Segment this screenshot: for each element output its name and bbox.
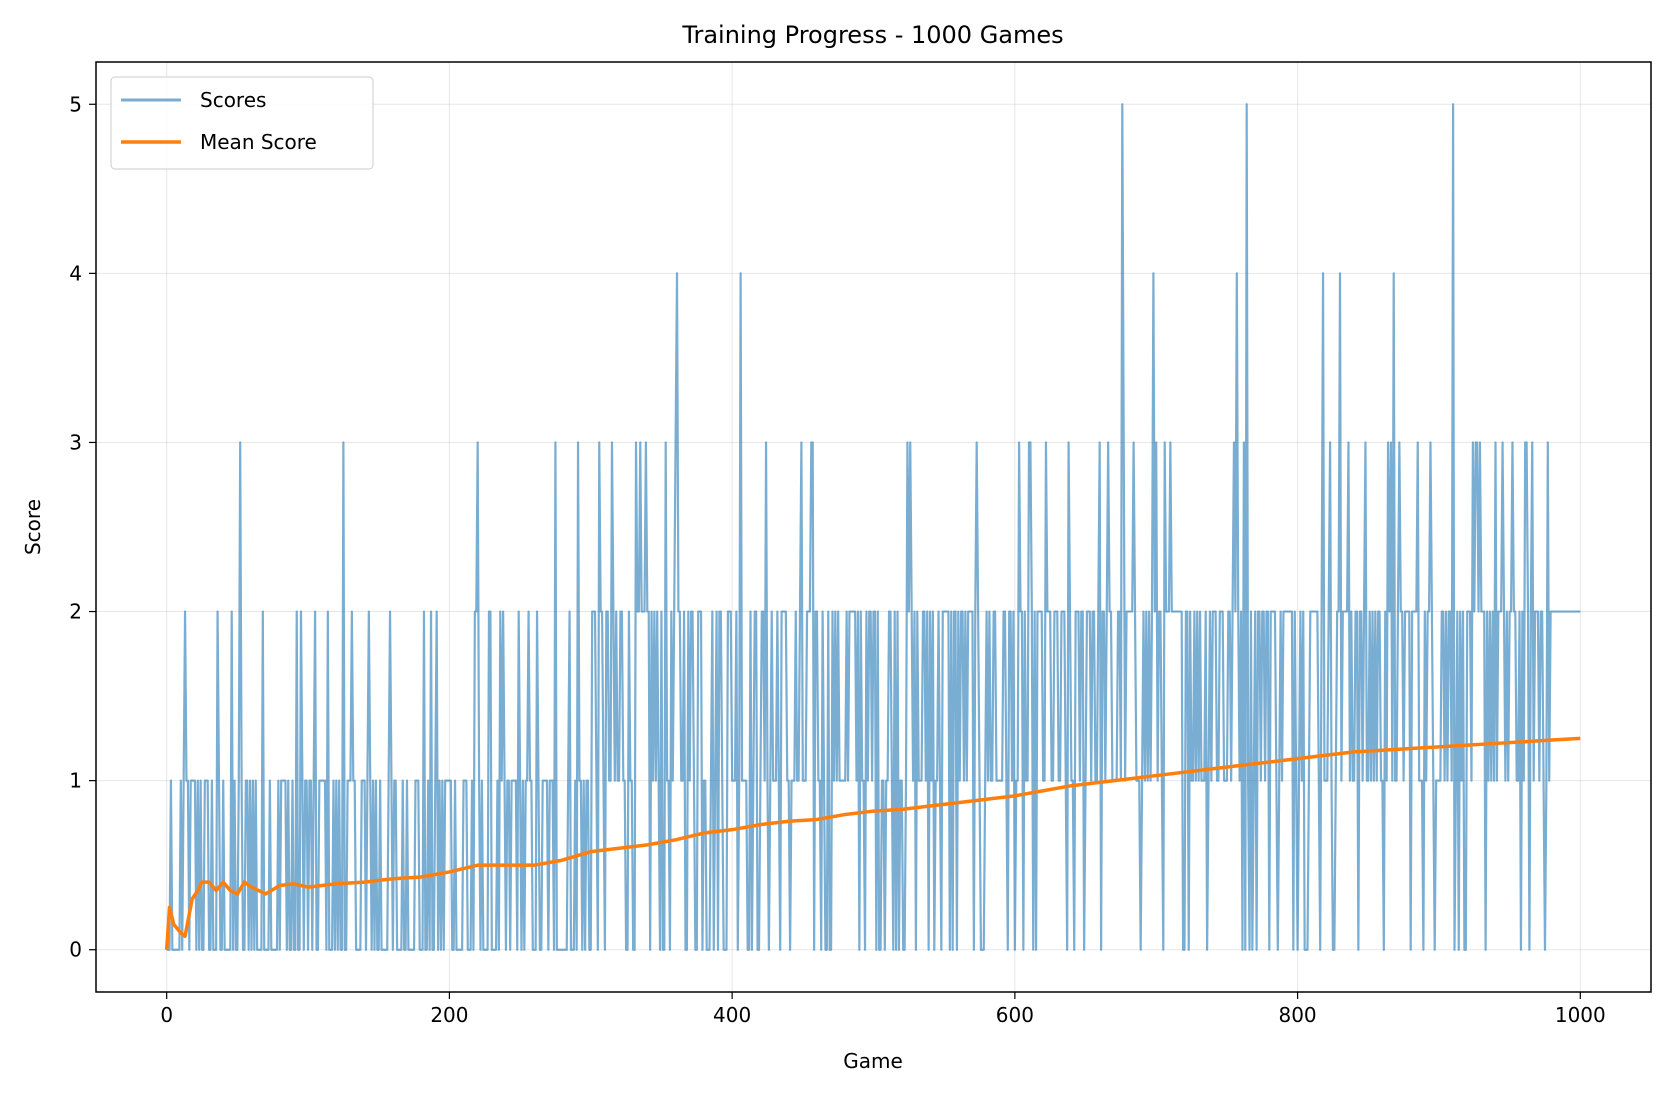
chart-title: Training Progress - 1000 Games [681,21,1063,49]
legend-mean-label: Mean Score [200,130,317,154]
y-tick-label: 3 [69,430,82,454]
plot-frame [95,61,1652,993]
axes: 0 200 400 600 800 1000 0 1 2 3 4 5 [69,92,1606,1027]
x-tick-label: 1000 [1555,1003,1606,1027]
y-tick-label: 5 [69,92,82,116]
y-tick-label: 1 [69,769,82,793]
x-tick-label: 800 [1278,1003,1316,1027]
x-tick-label: 200 [430,1003,468,1027]
mean-layer [164,736,1581,950]
y-tick-label: 0 [69,938,82,962]
x-tick-label: 400 [713,1003,751,1027]
x-tick-label: 0 [160,1003,173,1027]
x-tick-label: 600 [996,1003,1034,1027]
mean-score-line [164,736,1581,950]
y-axis-label: Score [21,499,45,555]
y-tick-label: 4 [69,261,82,285]
scores-layer [166,103,1581,951]
scores-line [166,103,1581,951]
legend-scores-label: Scores [200,88,266,112]
legend: Scores Mean Score [110,76,374,170]
x-axis-label: Game [843,1049,903,1073]
y-tick-label: 2 [69,600,82,624]
